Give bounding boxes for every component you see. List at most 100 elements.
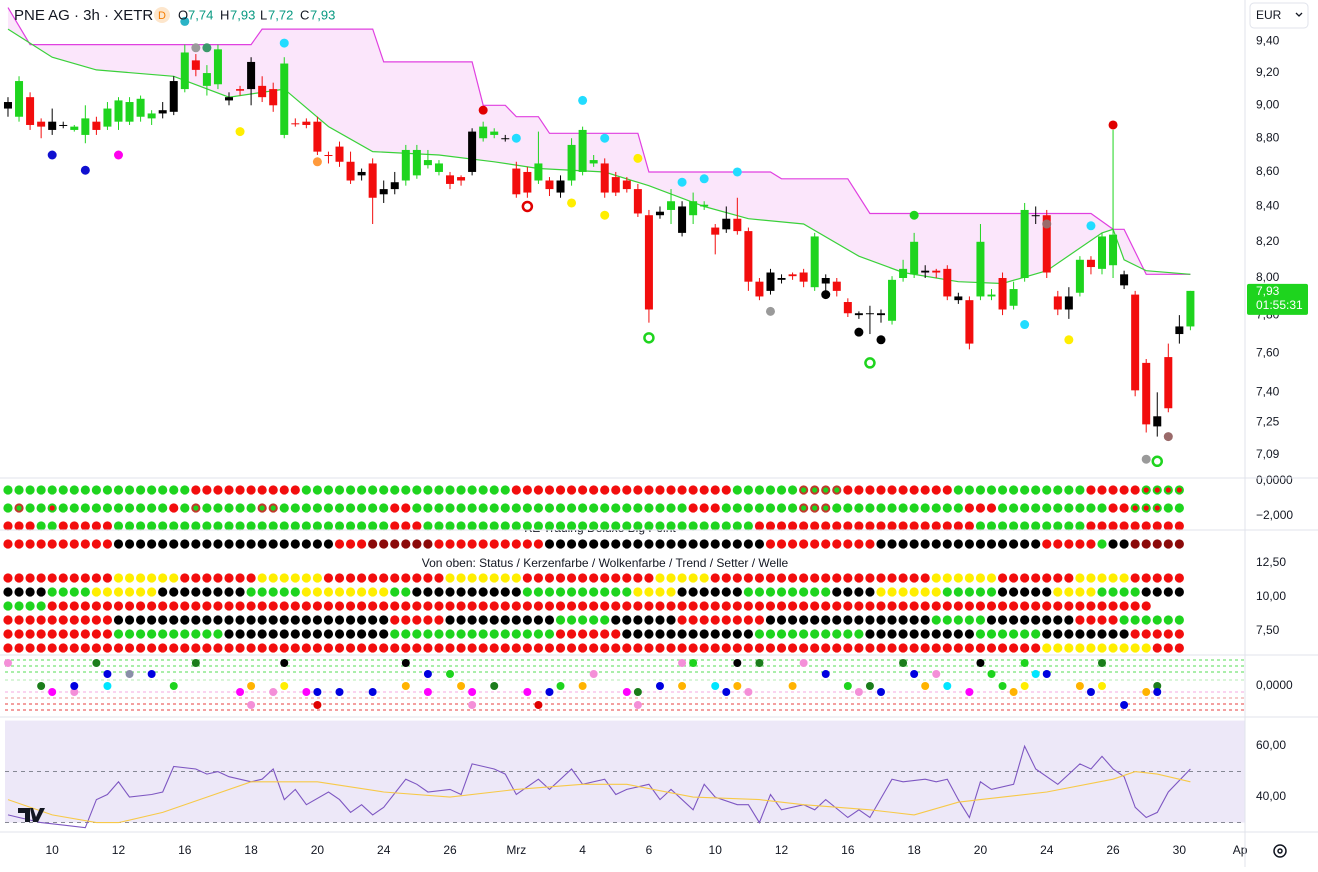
status-dot <box>986 643 997 653</box>
status-dot <box>544 601 555 611</box>
signal-marker <box>854 327 864 337</box>
candle-body <box>59 124 68 126</box>
status-dot <box>787 485 798 495</box>
status-dot <box>600 601 610 611</box>
candle-body <box>578 129 587 172</box>
status-dot <box>467 539 477 549</box>
status-dot <box>1075 601 1085 611</box>
status-dot <box>942 521 952 531</box>
status-dot <box>147 615 157 625</box>
status-dot <box>566 629 577 639</box>
status-dot <box>202 587 212 597</box>
candle-body <box>755 281 764 297</box>
status-dot <box>688 629 698 639</box>
status-dot <box>1130 573 1140 583</box>
status-dot <box>931 485 941 495</box>
signal-dot <box>998 682 1007 690</box>
status-dot <box>776 615 787 625</box>
status-dot <box>1163 573 1173 583</box>
status-dot <box>158 643 168 653</box>
signal-dot <box>1009 688 1018 696</box>
status-dot <box>997 521 1008 531</box>
currency-label[interactable]: EUR <box>1256 8 1282 22</box>
currency-dropdown[interactable] <box>1249 2 1309 29</box>
status-dot <box>975 587 986 597</box>
status-dot <box>666 615 676 625</box>
status-dot <box>887 573 897 583</box>
status-dot <box>986 629 997 639</box>
status-dot <box>1174 521 1184 531</box>
status-dot <box>1075 629 1085 639</box>
status-dot <box>213 485 223 495</box>
status-dot <box>622 615 632 625</box>
status-dot <box>666 629 676 639</box>
status-dot <box>345 615 356 625</box>
status-dot <box>14 485 24 495</box>
settings-icon[interactable] <box>1273 844 1287 858</box>
status-dot <box>1130 587 1140 597</box>
status-dot <box>246 587 256 597</box>
status-dot <box>25 601 35 611</box>
status-dot <box>865 503 875 513</box>
status-dot <box>1086 485 1096 495</box>
y-tick-label: 9,00 <box>1256 97 1280 111</box>
status-dot <box>975 629 986 639</box>
series-line <box>7 744 1191 829</box>
status-dot <box>1097 485 1107 495</box>
status-dot <box>821 503 831 513</box>
status-dot <box>986 485 997 495</box>
status-dot <box>124 573 135 583</box>
candle-body <box>865 313 874 315</box>
status-dot <box>854 587 864 597</box>
signal-dot <box>125 670 134 678</box>
status-dot <box>887 615 897 625</box>
status-dot <box>611 539 621 549</box>
status-dot <box>91 643 101 653</box>
status-dot <box>124 601 135 611</box>
status-dot <box>500 615 510 625</box>
signal-dot <box>446 670 455 678</box>
status-dot <box>1174 615 1184 625</box>
status-dot <box>1053 485 1063 495</box>
candle-body <box>258 85 267 98</box>
status-dot <box>743 503 753 513</box>
status-dot <box>412 629 422 639</box>
status-dot <box>47 601 57 611</box>
status-dot <box>467 485 477 495</box>
status-dot <box>257 573 267 583</box>
x-tick-label: 26 <box>443 843 457 857</box>
status-dot <box>677 587 687 597</box>
status-dot <box>1020 539 1030 549</box>
status-dot <box>14 643 24 653</box>
status-dot <box>677 601 687 611</box>
status-dot <box>91 503 101 513</box>
status-dot <box>997 643 1008 653</box>
status-dot <box>1097 539 1107 549</box>
status-dot <box>113 503 124 513</box>
status-dot <box>312 503 323 513</box>
status-dot <box>124 615 135 625</box>
logo[interactable] <box>18 808 45 822</box>
status-dot <box>776 629 787 639</box>
symbol-title[interactable]: PNE AG · 3h · XETR <box>14 7 153 24</box>
status-dot <box>511 539 521 549</box>
status-dot <box>832 629 842 639</box>
status-dot <box>1075 615 1085 625</box>
status-dot <box>754 601 765 611</box>
status-dot <box>290 573 300 583</box>
status-dot <box>1053 601 1063 611</box>
status-dot <box>213 539 223 549</box>
x-tick-label: 12 <box>775 843 789 857</box>
status-dot <box>14 629 24 639</box>
status-dot <box>931 643 941 653</box>
status-dot <box>876 521 886 531</box>
status-dot <box>865 601 875 611</box>
candle-body <box>280 63 289 135</box>
status-dot <box>257 503 267 513</box>
status-dot <box>246 485 256 495</box>
status-dot <box>1031 503 1041 513</box>
status-dot <box>58 573 68 583</box>
status-dot <box>467 643 477 653</box>
status-dot <box>566 615 577 625</box>
status-dot <box>1031 601 1041 611</box>
